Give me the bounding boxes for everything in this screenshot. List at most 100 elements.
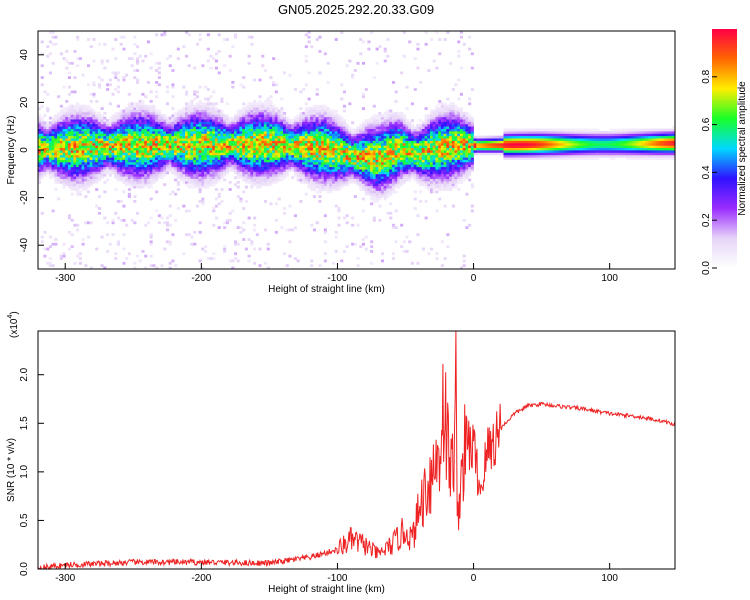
heatmap-cell (269, 147, 273, 151)
heatmap-cell (190, 157, 194, 160)
heatmap-cell (84, 140, 88, 144)
heatmap-cell (146, 157, 150, 160)
heatmap-cell (302, 166, 306, 170)
heatmap-cell (340, 119, 344, 122)
heatmap-cell (402, 180, 406, 184)
heatmap-cell (106, 142, 110, 146)
heatmap-cell (97, 76, 101, 79)
heatmap-cell (225, 138, 229, 141)
heatmap-cell (378, 45, 382, 49)
heatmap-cell (127, 171, 131, 175)
heatmap-cell (342, 171, 346, 175)
heatmap-cell (185, 166, 189, 170)
heatmap-cell (67, 183, 71, 187)
heatmap-cell (302, 88, 306, 91)
heatmap-cell (43, 140, 47, 144)
heatmap-cell (302, 145, 306, 148)
heatmap-cell (378, 111, 382, 115)
heatmap-cell (318, 185, 322, 189)
heatmap-cell (397, 131, 401, 134)
heatmap-cell (247, 54, 251, 58)
heatmap-cell (274, 230, 278, 234)
heatmap-cell (174, 121, 178, 125)
heatmap-cell (323, 180, 327, 184)
heatmap-cell (163, 142, 167, 146)
heatmap-cell (288, 204, 292, 208)
heatmap-cell (280, 171, 284, 175)
heatmap-cell (223, 171, 227, 175)
heatmap-cell (296, 171, 300, 175)
heatmap-cell (133, 107, 137, 110)
heatmap-cell (318, 161, 322, 165)
heatmap-cell (119, 161, 123, 165)
heatmap-cell (95, 131, 99, 134)
heatmap-cell (97, 83, 101, 87)
heatmap-cell (100, 154, 104, 158)
heatmap-cell (356, 145, 360, 148)
heatmap-cell (133, 150, 137, 153)
heatmap-cell (51, 169, 55, 172)
heatmap-cell (400, 140, 404, 144)
heatmap-cell (288, 142, 292, 146)
heatmap-cell (340, 97, 344, 101)
heatmap-cell (228, 145, 232, 148)
heatmap-cell (329, 114, 333, 118)
heatmap-cell (163, 183, 167, 187)
heatmap-cell (179, 159, 183, 163)
heatmap-cell (391, 166, 395, 170)
heatmap-cell (236, 116, 240, 120)
heatmap-cell (185, 135, 189, 139)
heatmap-cell (304, 128, 308, 132)
heatmap-cell (269, 140, 273, 144)
heatmap-cell (100, 161, 104, 165)
heatmap-cell (332, 147, 336, 151)
heatmap-cell (198, 221, 202, 225)
heatmap-cell (73, 140, 77, 144)
heatmap-cell (146, 119, 150, 122)
heatmap-cell (253, 180, 257, 184)
heatmap-cell (408, 171, 412, 175)
heatmap-cell (391, 150, 395, 153)
heatmap-cell (103, 169, 107, 172)
heatmap-cell (171, 157, 175, 160)
heatmap-cell (138, 54, 142, 58)
heatmap-cell (92, 135, 96, 139)
heatmap-cell (391, 119, 395, 122)
heatmap-cell (206, 100, 210, 103)
heatmap-cell (277, 116, 281, 120)
heatmap-cell (386, 166, 390, 170)
heatmap-cell (255, 119, 259, 122)
heatmap-cell (402, 145, 406, 148)
heatmap-cell (231, 116, 235, 120)
heatmap-cell (198, 114, 202, 118)
heatmap-cell (228, 211, 232, 215)
heatmap-cell (288, 131, 292, 134)
heatmap-cell (225, 142, 229, 146)
heatmap-cell (122, 123, 126, 127)
heatmap-cell (48, 164, 52, 168)
heatmap-cell (405, 131, 409, 134)
heatmap-cell (160, 121, 164, 125)
heatmap-cell (223, 145, 227, 148)
heatmap-cell (323, 109, 327, 113)
heatmap-cell (342, 90, 346, 94)
heatmap-cell (78, 185, 82, 189)
heatmap-cell (89, 178, 93, 182)
heatmap-cell (291, 159, 295, 163)
heatmap-cell (160, 123, 164, 127)
heatmap-cell (48, 152, 52, 156)
heatmap-cell (285, 264, 289, 267)
heatmap-cell (65, 109, 69, 113)
heatmap-cell (209, 157, 213, 160)
heatmap-cell (48, 123, 52, 127)
heatmap-cell (321, 157, 325, 160)
heatmap-cell (78, 123, 82, 127)
heatmap-cell (375, 116, 379, 120)
heatmap-cell (146, 164, 150, 168)
heatmap-cell (391, 152, 395, 156)
heatmap-cell (220, 171, 224, 175)
heatmap-cell (312, 104, 316, 108)
heatmap-cell (348, 178, 352, 182)
heatmap-cell (165, 166, 169, 170)
heatmap-cell (394, 183, 398, 187)
